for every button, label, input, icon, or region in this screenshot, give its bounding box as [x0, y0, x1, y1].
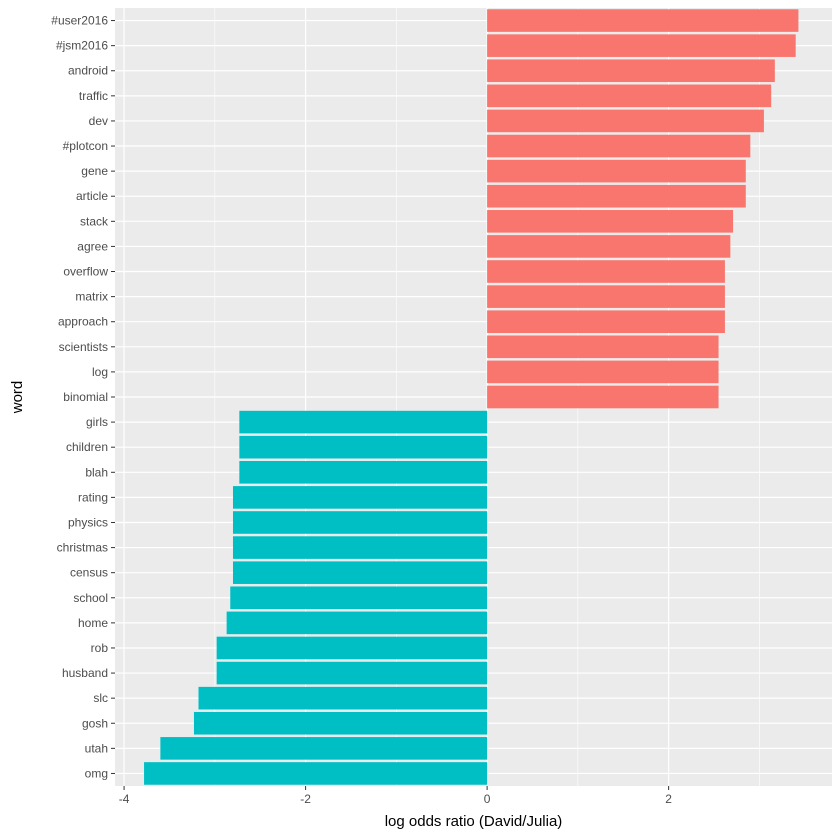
y-tick-label: home — [78, 616, 108, 630]
y-tick-label: #jsm2016 — [56, 39, 108, 53]
y-tick-label: #user2016 — [51, 14, 108, 28]
bar-log — [487, 360, 719, 384]
bar-rating — [232, 486, 488, 509]
bar-agree — [487, 235, 731, 258]
bar-gene — [487, 159, 746, 183]
bar-home — [226, 611, 488, 635]
y-tick-label: gene — [81, 164, 108, 178]
bar-plotcon — [487, 134, 751, 158]
x-axis-ticks: -4 -2 0 2 — [119, 786, 672, 806]
y-tick-label: dev — [89, 114, 108, 128]
y-tick-label: utah — [85, 741, 108, 755]
y-tick-label: children — [66, 440, 108, 454]
y-tick-label: stack — [80, 214, 109, 228]
bar-omg — [144, 762, 488, 785]
bar-children — [239, 435, 488, 459]
x-tick-label: 2 — [665, 792, 672, 806]
bar-overflow — [487, 260, 725, 283]
y-tick-label: agree — [77, 239, 108, 253]
y-tick-label: rob — [91, 641, 109, 655]
y-axis-title: word — [9, 381, 26, 415]
y-tick-label: omg — [85, 766, 108, 780]
y-tick-label: blah — [85, 465, 108, 479]
y-tick-label: scientists — [59, 340, 108, 354]
y-tick-label: gosh — [82, 716, 108, 730]
bar-utah — [160, 737, 488, 760]
y-tick-label: overflow — [63, 265, 108, 279]
y-tick-label: log — [92, 365, 108, 379]
bar-rob — [216, 636, 488, 660]
y-tick-label: physics — [68, 515, 108, 529]
y-tick-label: husband — [62, 666, 108, 680]
y-tick-label: rating — [78, 490, 108, 504]
bar-christmas — [232, 536, 488, 559]
bar-jsm2016 — [487, 34, 796, 57]
y-tick-label: school — [73, 591, 108, 605]
bar-binomial — [487, 385, 719, 409]
bar-physics — [232, 511, 488, 534]
bar-girls — [239, 410, 488, 434]
y-tick-label: approach — [58, 315, 108, 329]
bar-stack — [487, 210, 734, 233]
x-tick-label: 0 — [484, 792, 491, 806]
y-tick-label: article — [76, 189, 108, 203]
bar-scientists — [487, 335, 719, 359]
y-tick-label: girls — [86, 415, 108, 429]
x-tick-label: -4 — [119, 792, 130, 806]
y-tick-label: #plotcon — [63, 139, 108, 153]
bar-census — [232, 561, 488, 584]
y-axis-ticks: #user2016 #jsm2016 android traffic dev #plotc… — [51, 14, 115, 780]
bar-husband — [216, 661, 488, 685]
bar-user2016 — [487, 9, 799, 32]
bar-android — [487, 59, 775, 83]
x-tick-label: -2 — [300, 792, 311, 806]
y-tick-label: android — [68, 64, 108, 78]
bar-slc — [198, 686, 488, 710]
bars — [144, 9, 799, 785]
bar-approach — [487, 310, 725, 334]
y-tick-label: slc — [93, 691, 108, 705]
bar-school — [230, 586, 488, 610]
y-tick-label: matrix — [75, 290, 108, 304]
bar-matrix — [487, 285, 725, 308]
x-axis-title: log odds ratio (David/Julia) — [385, 813, 563, 830]
y-tick-label: christmas — [57, 541, 108, 555]
y-tick-label: census — [70, 566, 108, 580]
bar-article — [487, 184, 746, 208]
bar-blah — [239, 460, 488, 484]
bar-dev — [487, 109, 764, 133]
y-tick-label: binomial — [63, 390, 108, 404]
bar-gosh — [193, 711, 488, 735]
y-tick-label: traffic — [79, 89, 108, 103]
bar-traffic — [487, 84, 772, 108]
